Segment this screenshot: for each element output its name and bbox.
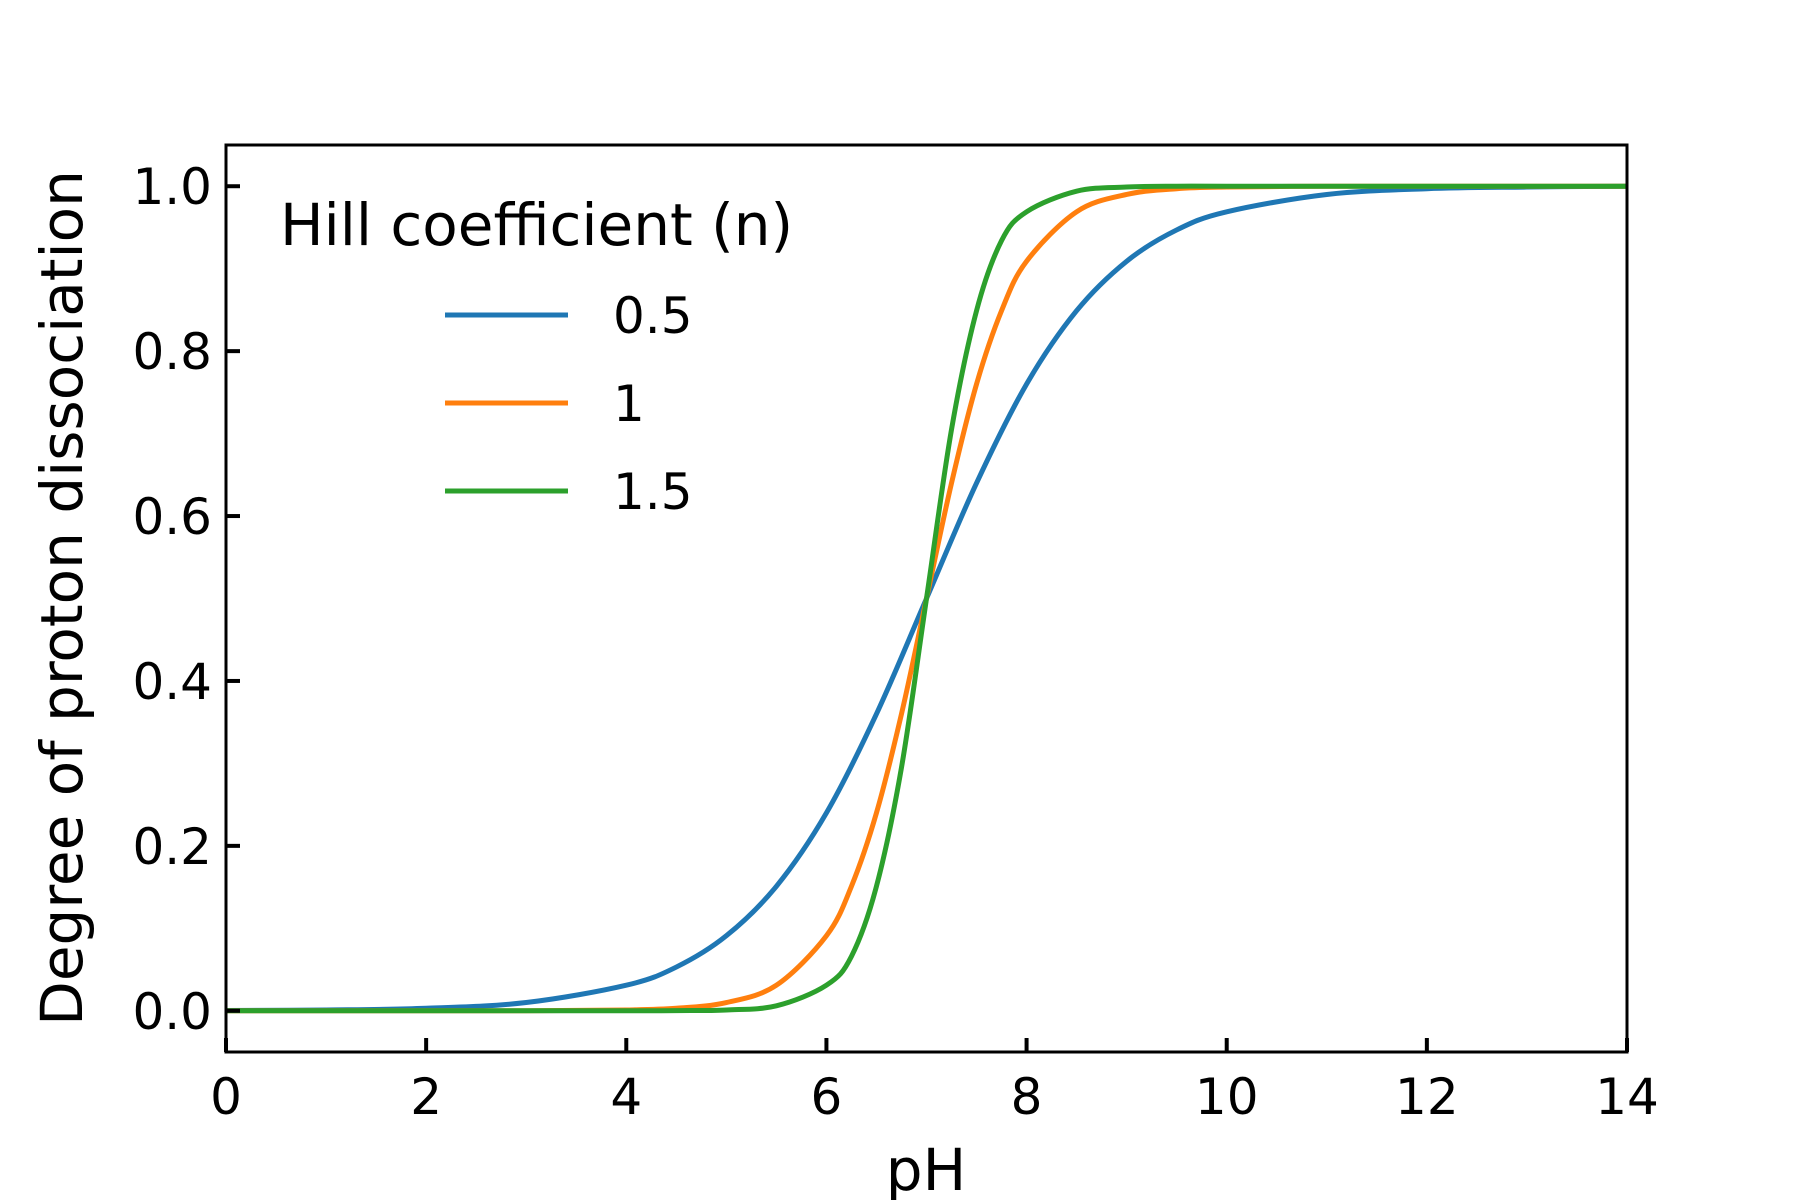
x-tick-label: 4	[610, 1068, 642, 1126]
x-tick-label: 14	[1595, 1068, 1659, 1126]
y-tick-label: 0.6	[132, 488, 212, 546]
axis-tick-labels: 0 2 4 6 8 10 12 14 0.0 0.2 0.4 0.6 0.8 1.0	[132, 158, 1658, 1126]
y-axis-title: Degree of proton dissociation	[28, 170, 96, 1026]
y-tick-label: 0.8	[132, 323, 212, 381]
x-axis-title: pH	[886, 1136, 966, 1200]
x-tick-label: 10	[1195, 1068, 1259, 1126]
x-tick-label: 0	[210, 1068, 242, 1126]
y-tick-label: 0.2	[132, 818, 212, 876]
legend-entries: 0.5 1 1.5	[445, 287, 693, 521]
axis-ticks	[224, 184, 1629, 1052]
legend-title: Hill coefficient (n)	[280, 191, 793, 259]
legend-label: 1.5	[613, 463, 693, 521]
legend-label: 0.5	[613, 287, 693, 345]
series-line-1.5	[226, 183, 1627, 1014]
plot-frame	[224, 143, 1629, 1054]
y-tick-label: 0.0	[132, 983, 212, 1041]
x-tick-label: 12	[1395, 1068, 1459, 1126]
legend-label: 1	[613, 375, 645, 433]
legend: Hill coefficient (n) 0.5 1 1.5	[280, 191, 793, 521]
x-tick-label: 6	[811, 1068, 843, 1126]
plot-lines	[225, 183, 1628, 1014]
x-tick-label: 8	[1011, 1068, 1043, 1126]
y-tick-label: 0.4	[132, 653, 212, 711]
y-tick-label: 1.0	[132, 158, 212, 216]
x-tick-label: 2	[410, 1068, 442, 1126]
